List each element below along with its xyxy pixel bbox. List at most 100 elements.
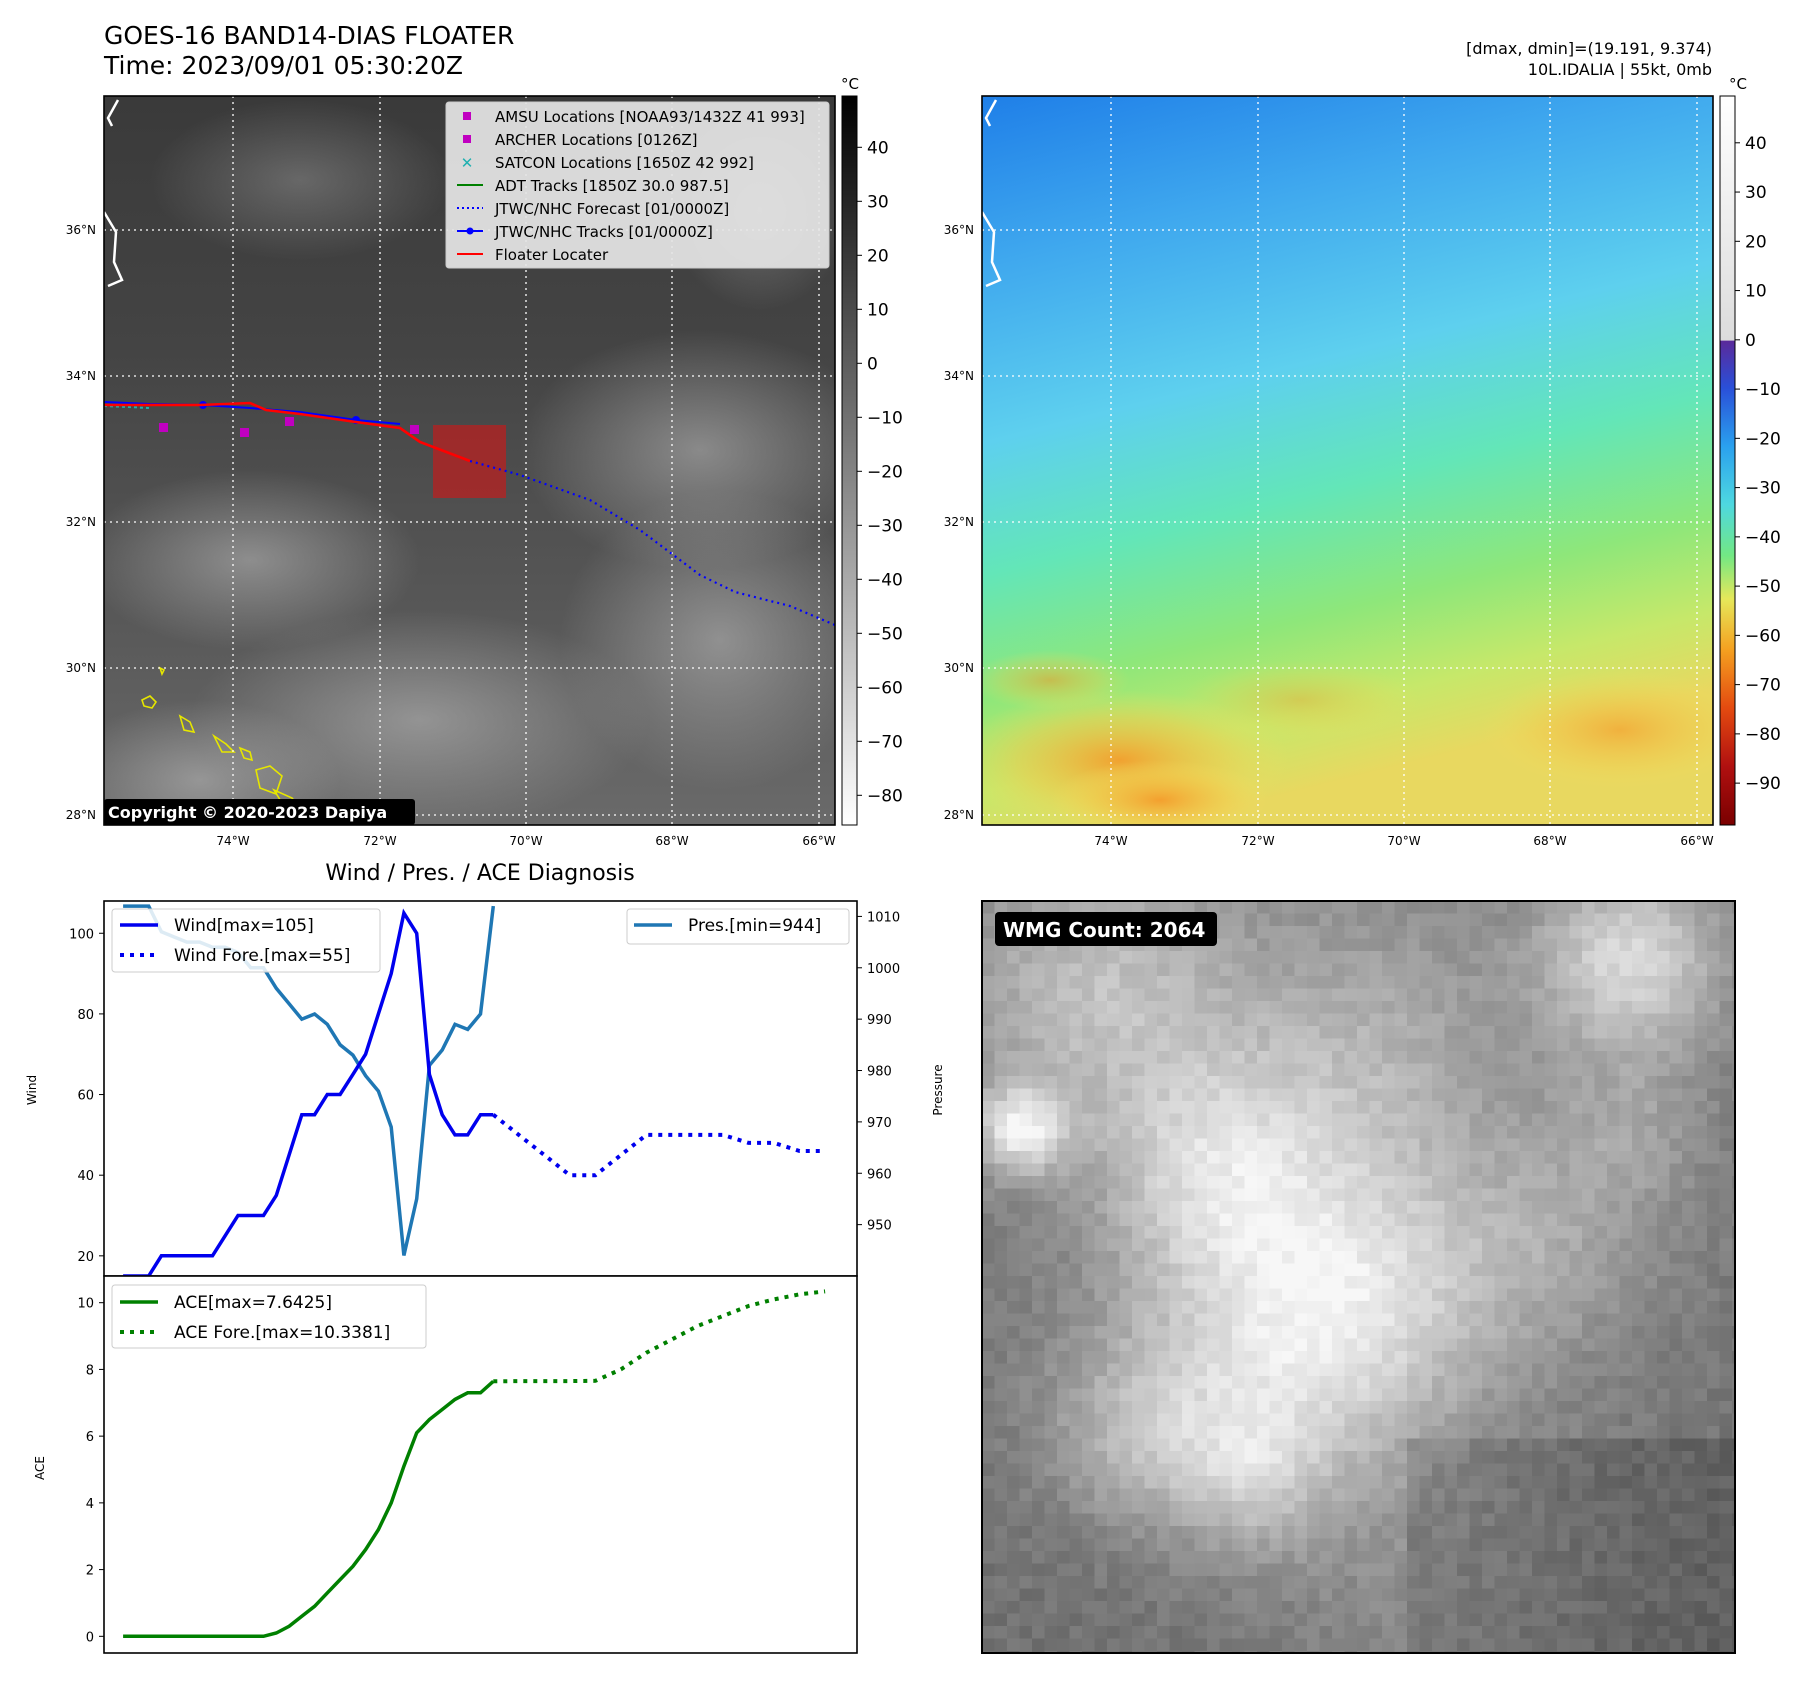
wmg-pixel [1307,938,1321,952]
wmg-pixel [1557,951,1571,965]
wmg-pixel [1107,1438,1121,1452]
wmg-pixel [1407,1338,1421,1352]
wmg-pixel [1469,1301,1483,1315]
wmg-pixel [1682,901,1696,915]
wmg-pixel [1407,1301,1421,1315]
wmg-pixel [1557,1601,1571,1615]
wmg-pixel [1519,1001,1533,1015]
wmg-pixel [1594,1313,1608,1327]
wmg-pixel [1619,1376,1633,1390]
wmg-pixel [1444,1638,1458,1652]
wmg-pixel [1094,1051,1108,1065]
wmg-pixel [1057,1263,1071,1277]
wmg-pixel [1369,988,1383,1002]
dias-map-panel [981,95,1714,826]
wmg-pixel [1144,1551,1158,1565]
wmg-pixel [1007,1001,1021,1015]
wmg-pixel [1194,1288,1208,1302]
wmg-pixel [1144,1501,1158,1515]
lat-tick: 36°N [944,223,974,237]
wmg-pixel [1119,1501,1133,1515]
wmg-pixel [1094,1188,1108,1202]
wmg-pixel [1594,1276,1608,1290]
wmg-pixel [1169,1026,1183,1040]
wmg-pixel [1157,1251,1171,1265]
wmg-pixel [1182,1013,1196,1027]
wmg-pixel [982,963,996,977]
wmg-pixel [1619,1113,1633,1127]
wmg-pixel [1057,1113,1071,1127]
wmg-pixel [1407,1426,1421,1440]
wmg-pixel [1444,1538,1458,1552]
wmg-pixel [1394,1051,1408,1065]
lon-tick: 72°W [363,834,396,848]
wmg-pixel [1007,1138,1021,1152]
wmg-pixel [1207,1188,1221,1202]
wmg-pixel [1194,1126,1208,1140]
wmg-pixel [1482,1126,1496,1140]
wmg-pixel [1444,1476,1458,1490]
wmg-pixel [1482,1238,1496,1252]
wmg-pixel [1344,1026,1358,1040]
wmg-pixel [1569,1588,1583,1602]
wmg-pixel [1357,1351,1371,1365]
wmg-pixel [1719,1513,1733,1527]
wmg-pixel [1394,1238,1408,1252]
wmg-pixel [1082,1376,1096,1390]
wmg-pixel [1157,1638,1171,1652]
wmg-pixel [1307,1163,1321,1177]
wmg-pixel [1219,1038,1233,1052]
wmg-pixel [1657,1451,1671,1465]
wmg-pixel [1494,1626,1508,1640]
wmg-pixel [1307,1263,1321,1277]
wmg-pixel [1569,1351,1583,1365]
wmg-pixel [1619,1426,1633,1440]
wmg-pixel [1107,1176,1121,1190]
wmg-pixel [1344,1488,1358,1502]
wmg-pixel [1557,1501,1571,1515]
wmg-pixel [1094,1038,1108,1052]
wmg-pixel [1557,1113,1571,1127]
wmg-pixel [1069,1176,1083,1190]
wmg-pixel [1082,1501,1096,1515]
wmg-pixel [1394,963,1408,977]
wmg-pixel [1657,1363,1671,1377]
axis-tick-label: 960 [867,1167,892,1182]
wmg-pixel [1644,1638,1658,1652]
wmg-pixel [1632,1213,1646,1227]
wmg-pixel [1082,1576,1096,1590]
wmg-pixel [1557,1563,1571,1577]
wmg-pixel [1344,1226,1358,1240]
wmg-pixel [1069,1013,1083,1027]
wmg-pixel [1119,1601,1133,1615]
wmg-pixel [1032,1601,1046,1615]
wmg-pixel [1532,1188,1546,1202]
wmg-pixel [1519,1613,1533,1627]
wmg-pixel [1094,1426,1108,1440]
wmg-pixel [1082,1538,1096,1552]
wmg-pixel [1294,1201,1308,1215]
wmg-pixel [1519,1638,1533,1652]
wmg-pixel [1244,976,1258,990]
ir-cloud-band [104,700,340,825]
wmg-pixel [1182,1126,1196,1140]
wmg-pixel [1107,901,1121,915]
wmg-pixel [1244,1151,1258,1165]
wmg-pixel [1719,1501,1733,1515]
wmg-pixel [1194,1088,1208,1102]
archer-marker [240,428,249,437]
wmg-pixel [1419,901,1433,915]
wmg-pixel [1207,1026,1221,1040]
wmg-pixel [1232,1088,1246,1102]
wmg-pixel [1607,1263,1621,1277]
wmg-pixel [1307,1438,1321,1452]
wmg-pixel [1157,1263,1171,1277]
wmg-pixel [1332,1463,1346,1477]
wmg-pixel [1294,1351,1308,1365]
legend-satcon-label: SATCON Locations [1650Z 42 992] [495,154,754,172]
wmg-pixel [994,1463,1008,1477]
wmg-pixel [1569,1563,1583,1577]
wmg-pixel [1219,1576,1233,1590]
